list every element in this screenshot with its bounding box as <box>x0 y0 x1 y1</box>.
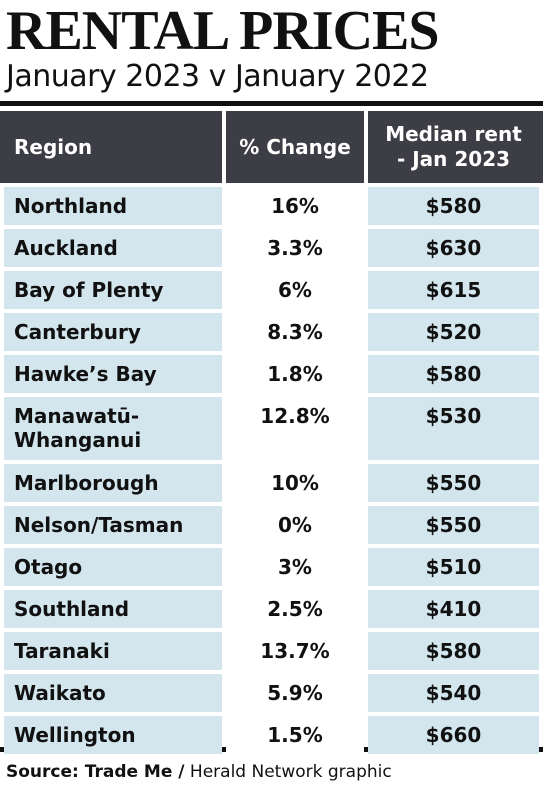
table-row: Northland 16% $580 <box>0 187 543 225</box>
cell-change: 1.8% <box>226 355 364 393</box>
header-divider <box>222 111 226 183</box>
cell-change: 13.7% <box>226 632 364 670</box>
cell-median-rent: $615 <box>368 271 539 309</box>
header-region: Region <box>14 134 93 159</box>
table-row: Nelson/Tasman 0% $550 <box>0 506 543 544</box>
chart-subtitle: January 2023 v January 2022 <box>6 59 429 94</box>
header-divider <box>364 111 368 183</box>
header-change: % Change <box>239 134 351 159</box>
cell-change: 1.5% <box>226 716 364 754</box>
cell-region: Southland <box>4 590 222 628</box>
cell-median-rent: $410 <box>368 590 539 628</box>
table-row: Wellington 1.5% $660 <box>0 716 543 754</box>
cell-median-rent: $580 <box>368 632 539 670</box>
cell-median-rent: $630 <box>368 229 539 267</box>
cell-median-rent: $580 <box>368 187 539 225</box>
cell-change: 5.9% <box>226 674 364 712</box>
table-row: Otago 3% $510 <box>0 548 543 586</box>
cell-region: Waikato <box>4 674 222 712</box>
cell-change: 10% <box>226 464 364 502</box>
cell-region: Hawke’s Bay <box>4 355 222 393</box>
cell-median-rent: $520 <box>368 313 539 351</box>
cell-region: Wellington <box>4 716 222 754</box>
cell-median-rent: $550 <box>368 506 539 544</box>
table-row: Taranaki 13.7% $580 <box>0 632 543 670</box>
cell-region: Auckland <box>4 229 222 267</box>
table-row: Southland 2.5% $410 <box>0 590 543 628</box>
table-row: Bay of Plenty 6% $615 <box>0 271 543 309</box>
cell-region: Manawatū- Whanganui <box>4 397 222 460</box>
header-median-rent-line1: Median rent <box>385 122 522 146</box>
cell-change: 8.3% <box>226 313 364 351</box>
cell-region: Bay of Plenty <box>4 271 222 309</box>
cell-region: Otago <box>4 548 222 586</box>
cell-change: 2.5% <box>226 590 364 628</box>
table-header-row: Region % Change Median rent - Jan 2023 <box>0 111 543 183</box>
cell-median-rent: $540 <box>368 674 539 712</box>
cell-change: 16% <box>226 187 364 225</box>
cell-change: 3.3% <box>226 229 364 267</box>
table-row: Waikato 5.9% $540 <box>0 674 543 712</box>
cell-median-rent: $530 <box>368 397 539 460</box>
source-label: Source: Trade Me / <box>6 762 185 782</box>
cell-median-rent: $510 <box>368 548 539 586</box>
cell-change: 3% <box>226 548 364 586</box>
cell-change: 12.8% <box>226 397 364 460</box>
cell-region: Nelson/Tasman <box>4 506 222 544</box>
table-row: Hawke’s Bay 1.8% $580 <box>0 355 543 393</box>
header-median-rent: Median rent - Jan 2023 <box>368 111 539 183</box>
table-row: Auckland 3.3% $630 <box>0 229 543 267</box>
table-row: Marlborough 10% $550 <box>0 464 543 502</box>
chart-title: RENTAL PRICES <box>6 0 440 62</box>
cell-region: Marlborough <box>4 464 222 502</box>
source-note: Source: Trade Me / Herald Network graphi… <box>6 760 392 784</box>
cell-median-rent: $580 <box>368 355 539 393</box>
source-text: Herald Network graphic <box>189 762 392 782</box>
cell-median-rent: $660 <box>368 716 539 754</box>
table-row: Canterbury 8.3% $520 <box>0 313 543 351</box>
header-median-rent-line2: - Jan 2023 <box>396 147 511 171</box>
cell-change: 0% <box>226 506 364 544</box>
cell-region: Northland <box>4 187 222 225</box>
cell-region: Taranaki <box>4 632 222 670</box>
rental-prices-table: Region % Change Median rent - Jan 2023 N… <box>0 101 543 754</box>
cell-change: 6% <box>226 271 364 309</box>
cell-region: Canterbury <box>4 313 222 351</box>
table-row: Manawatū- Whanganui 12.8% $530 <box>0 397 543 460</box>
cell-median-rent: $550 <box>368 464 539 502</box>
